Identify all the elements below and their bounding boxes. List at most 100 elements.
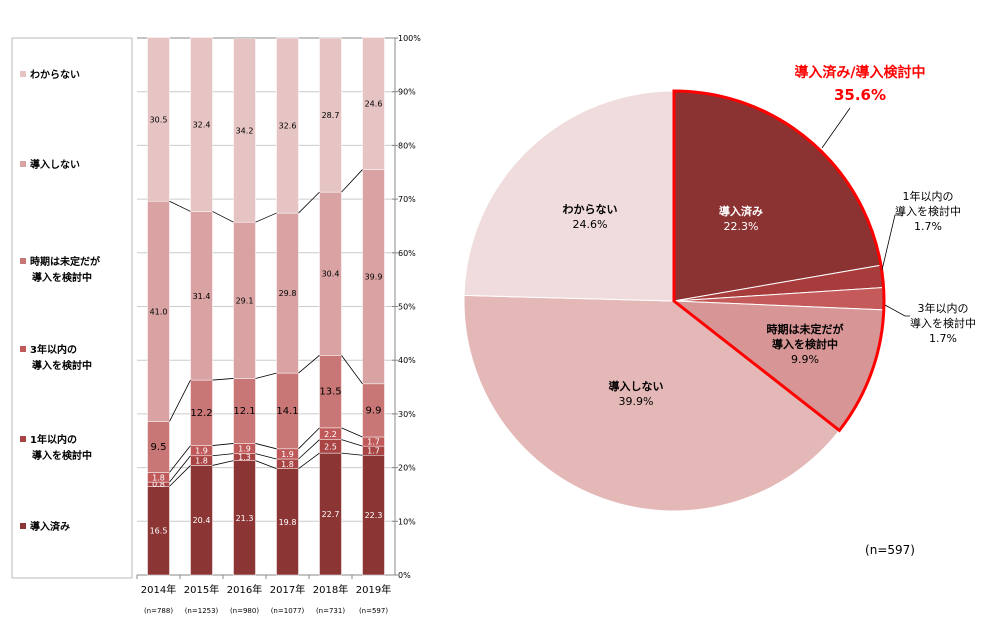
highlight-leader-line [821, 107, 851, 149]
data-label: 1.7 [367, 447, 380, 456]
y-tick-label: 40% [398, 356, 416, 365]
pie-slice [463, 294, 841, 512]
x-tick-label: 2017年 [270, 583, 305, 596]
data-label: 22.7 [322, 510, 340, 519]
data-label: 1.8 [195, 457, 208, 466]
slice-label: 導入済み [719, 204, 763, 218]
pie-chart: 導入済み22.3%1年以内の導入を検討中1.7%3年以内の導入を検討中1.7%時… [463, 89, 976, 512]
slice-percent: 39.9% [619, 395, 654, 408]
series-line [255, 460, 277, 470]
slice-percent: 1.7% [914, 220, 942, 233]
bar-segment [276, 37, 299, 214]
series-line [298, 427, 320, 450]
bar-segment [233, 38, 256, 223]
slice-percent: 1.7% [929, 332, 957, 345]
data-label: 1.9 [281, 450, 294, 459]
legend-label: 導入を検討中 [32, 359, 92, 372]
series-line [298, 191, 320, 214]
data-label: 19.8 [279, 518, 297, 527]
bar-segment [362, 37, 385, 170]
data-label: 2.2 [324, 430, 337, 439]
series-line [255, 372, 277, 379]
slice-label: 1年以内の [903, 189, 954, 203]
legend-swatch [20, 71, 26, 77]
data-label: 28.7 [322, 111, 340, 120]
data-label: 1.8 [281, 460, 294, 469]
y-tick-label: 70% [398, 195, 416, 204]
data-label: 30.4 [322, 270, 340, 279]
legend-label: 3年以内の [30, 343, 77, 356]
series-line [212, 453, 234, 457]
series-line [212, 378, 234, 381]
slice-percent: 9.9% [791, 353, 819, 366]
legend-label: 導入しない [30, 158, 80, 171]
slice-percent: 22.3% [724, 220, 759, 233]
data-label: 1.9 [238, 445, 251, 454]
data-label: 16.5 [150, 527, 168, 536]
leader-line [881, 214, 902, 271]
data-label: 12.1 [233, 406, 255, 417]
data-label: 30.5 [150, 115, 168, 124]
series-line [298, 452, 320, 469]
slice-label: わからない [563, 203, 618, 216]
series-line [298, 355, 320, 374]
legend-swatch [20, 346, 26, 352]
data-label: 31.4 [193, 292, 211, 301]
bar-segment [147, 37, 170, 202]
data-label: 1.9 [195, 447, 208, 456]
data-label: 14.1 [276, 406, 298, 417]
slice-label: 導入しない [609, 379, 664, 393]
y-tick-label: 60% [398, 249, 416, 258]
data-label: 1.3 [238, 453, 251, 462]
series-line [255, 443, 277, 450]
series-line [169, 200, 191, 212]
data-label: 29.8 [279, 289, 297, 298]
legend-swatch [20, 161, 26, 167]
legend-label: わからない [30, 69, 80, 81]
data-label: 1.7 [367, 438, 380, 447]
series-line [212, 211, 234, 223]
legend-label: 導入を検討中 [32, 271, 92, 284]
highlight-outline [672, 89, 886, 433]
series-line [341, 427, 363, 438]
pie-slice [463, 90, 675, 302]
slice-label: 時期は未定だが [767, 322, 844, 336]
sample-size-label: (n=980) [230, 607, 259, 615]
series-line [341, 355, 363, 385]
series-line [169, 455, 191, 483]
pie-sample-size: (n=597) [865, 543, 915, 557]
slice-percent: 24.6% [573, 218, 608, 231]
sample-size-label: (n=1077) [271, 607, 305, 615]
sample-size-label: (n=788) [144, 607, 173, 615]
legend-label: 導入を検討中 [32, 449, 92, 462]
series-line [341, 439, 363, 447]
data-label: 41.0 [150, 307, 168, 316]
y-tick-label: 10% [398, 517, 416, 526]
highlight-title: 導入済み/導入検討中 [794, 64, 925, 81]
data-label: 1.8 [152, 473, 165, 482]
x-tick-label: 2015年 [184, 583, 219, 596]
series-line [255, 453, 277, 460]
slice-label: 導入を検討中 [895, 204, 961, 218]
series-line [255, 212, 277, 223]
y-tick-label: 90% [398, 88, 416, 97]
slice-label: 導入を検討中 [772, 337, 838, 351]
slice-label: 導入を検討中 [910, 316, 976, 330]
series-line [341, 169, 363, 193]
y-tick-label: 0% [398, 571, 411, 580]
x-tick-label: 2014年 [141, 583, 176, 596]
y-tick-label: 30% [398, 410, 416, 419]
data-label: 0.8 [152, 480, 165, 489]
data-label: 32.4 [193, 120, 211, 129]
series-line [212, 460, 234, 466]
leader-line [884, 304, 910, 317]
data-label: 2.5 [324, 442, 337, 451]
x-tick-label: 2019年 [356, 583, 391, 596]
series-line [341, 452, 363, 456]
data-label: 39.9 [365, 273, 383, 282]
data-label: 22.3 [365, 511, 383, 520]
series-line [212, 443, 234, 446]
legend-swatch [20, 436, 26, 442]
